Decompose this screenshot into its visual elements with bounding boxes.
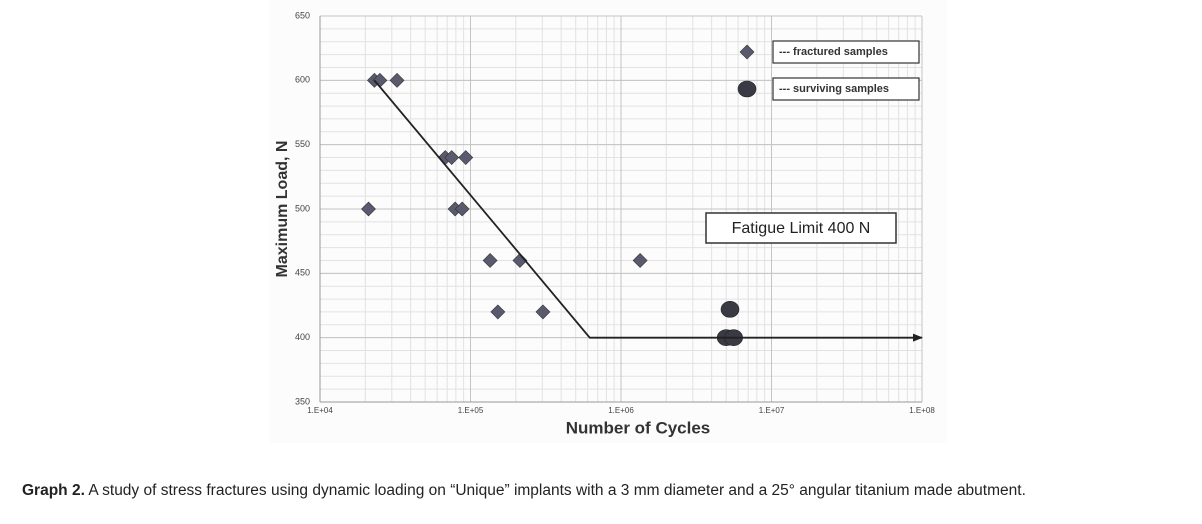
y-tick-label: 500 <box>295 203 310 213</box>
fractured-point <box>458 150 474 165</box>
legend-label: --- fractured samples <box>779 46 888 58</box>
x-tick-label: 1.E+08 <box>909 406 935 415</box>
y-tick-label: 650 <box>295 10 310 20</box>
fatigue-line <box>373 79 923 342</box>
x-tick-label: 1.E+06 <box>608 406 634 415</box>
fractured-point <box>444 150 460 165</box>
legend-marker <box>737 80 757 98</box>
y-tick-label: 400 <box>295 332 310 342</box>
x-axis-title: Number of Cycles <box>566 418 711 437</box>
x-tick-label: 1.E+04 <box>307 406 333 415</box>
caption-label: Graph 2. <box>22 482 85 499</box>
y-axis-title: Maximum Load, N <box>274 141 291 278</box>
x-tick-label: 1.E+05 <box>458 406 484 415</box>
fractured-point <box>490 304 506 320</box>
legend-label: --- surviving samples <box>779 83 889 95</box>
legend-box <box>772 40 920 64</box>
annotation: Fatigue Limit 400 N <box>732 220 871 237</box>
fractured-point <box>512 253 528 268</box>
fractured-point <box>632 253 648 268</box>
y-tick-label: 600 <box>295 75 310 85</box>
annotation-box <box>705 212 897 244</box>
fractured-point <box>482 253 498 268</box>
surviving-point <box>720 301 740 318</box>
legend-box <box>772 77 920 101</box>
chart: Number of Cycles Maximum Load, N 350 400 4… <box>274 10 936 438</box>
y-tick-label: 450 <box>295 268 310 278</box>
fractured-point <box>535 304 551 320</box>
legend-marker <box>739 44 755 60</box>
caption-text: A study of stress fractures using dynami… <box>88 482 1026 499</box>
fractured-point <box>454 201 470 217</box>
fractured-point <box>389 72 405 88</box>
x-tick-label: 1.E+07 <box>759 406 785 415</box>
y-tick-label: 350 <box>295 396 310 406</box>
fractured-point <box>361 201 376 217</box>
caption: Graph 2. A study of stress fractures usi… <box>22 480 1197 501</box>
y-tick-label: 550 <box>295 139 310 149</box>
